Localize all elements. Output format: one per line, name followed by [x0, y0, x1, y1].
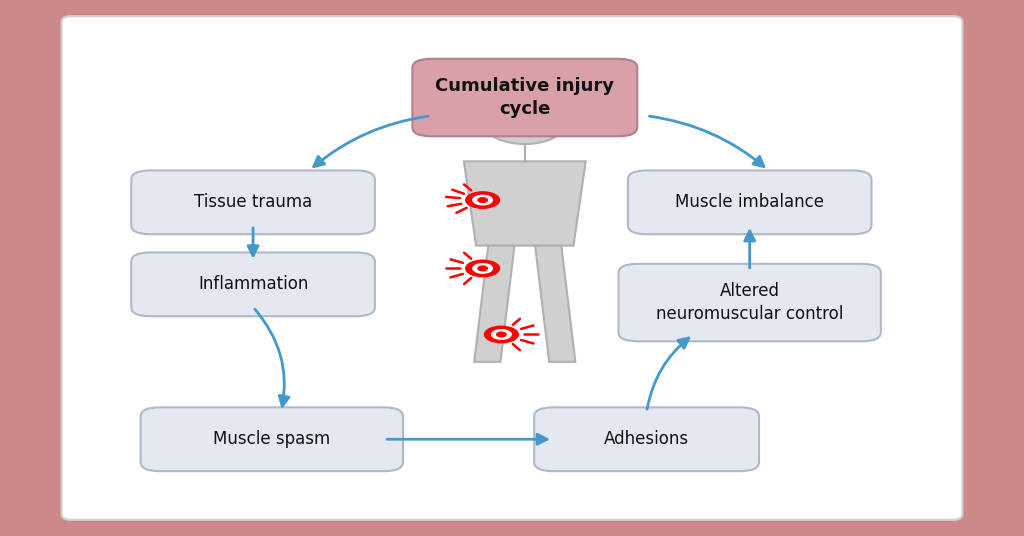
Circle shape: [492, 330, 511, 339]
Circle shape: [485, 106, 564, 144]
Circle shape: [484, 326, 518, 343]
FancyBboxPatch shape: [131, 170, 375, 234]
FancyBboxPatch shape: [131, 252, 375, 316]
FancyBboxPatch shape: [618, 264, 881, 341]
Circle shape: [473, 264, 493, 273]
Polygon shape: [536, 245, 575, 362]
Circle shape: [473, 195, 493, 205]
Polygon shape: [474, 245, 514, 362]
FancyBboxPatch shape: [535, 407, 759, 471]
Text: Cumulative injury
cycle: Cumulative injury cycle: [435, 77, 614, 118]
Text: Adhesions: Adhesions: [604, 430, 689, 448]
Text: Muscle spasm: Muscle spasm: [213, 430, 331, 448]
Polygon shape: [464, 161, 586, 245]
Text: Altered
neuromuscular control: Altered neuromuscular control: [656, 282, 844, 323]
Circle shape: [466, 260, 500, 277]
Text: Muscle imbalance: Muscle imbalance: [675, 193, 824, 211]
Circle shape: [466, 192, 500, 209]
Circle shape: [478, 198, 487, 203]
Circle shape: [478, 266, 487, 271]
Text: Inflammation: Inflammation: [198, 276, 308, 293]
FancyBboxPatch shape: [140, 407, 403, 471]
FancyBboxPatch shape: [413, 59, 637, 136]
Text: Tissue trauma: Tissue trauma: [194, 193, 312, 211]
FancyBboxPatch shape: [628, 170, 871, 234]
Circle shape: [497, 332, 506, 337]
